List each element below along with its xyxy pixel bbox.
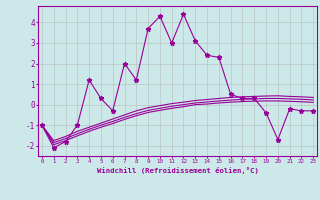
X-axis label: Windchill (Refroidissement éolien,°C): Windchill (Refroidissement éolien,°C) bbox=[97, 167, 259, 174]
